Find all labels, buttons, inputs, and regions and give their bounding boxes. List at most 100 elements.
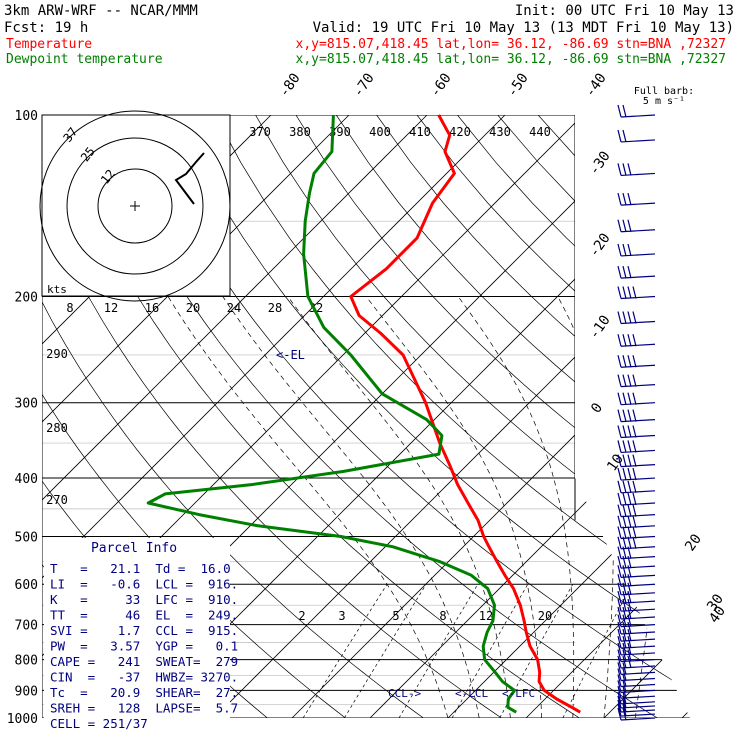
parcel-info-row: TT = 46 EL = 249. (50, 608, 238, 623)
wind-barb (617, 243, 656, 257)
legend-temperature: Temperature (6, 37, 92, 52)
dry-adiabat (93, 115, 658, 718)
parcel-info-row: LI = -0.6 LCL = 916. (50, 577, 238, 592)
moist-adiabat (222, 296, 480, 718)
theta-label: 430 (489, 125, 511, 139)
wind-barb (617, 699, 656, 713)
hodograph-ring-label: 37 (60, 125, 80, 145)
pressure-label: 500 (15, 530, 38, 545)
moist-adiabat (365, 296, 542, 718)
init-time: Init: 00 UTC Fri 10 May 13 (515, 3, 734, 19)
wind-barb (617, 425, 656, 439)
wind-barb (617, 492, 656, 506)
pressure-label: 200 (15, 291, 38, 306)
moist-adiabat (557, 296, 614, 718)
wind-barb (617, 265, 656, 279)
dry-adiabat (174, 115, 690, 718)
wind-barb (617, 504, 656, 518)
hodograph-ring-label: 25 (78, 144, 98, 164)
theta-label-left: 270 (46, 493, 68, 507)
parcel-info-row: Tc = 20.9 SHEAR= 27. (50, 685, 238, 700)
legend-dewpoint-info: x,y=815.07,418.45 lat,lon= 36.12, -86.69… (296, 52, 726, 67)
parcel-info-row: K = 33 LFC = 910. (50, 592, 238, 607)
hodograph-ring-label: 12 (98, 167, 118, 187)
moist-adiabat (634, 296, 664, 718)
isotherm-label: -40 (582, 70, 610, 100)
wind-barb (617, 582, 656, 596)
isotherm-line (369, 115, 690, 718)
pressure-label: 300 (15, 397, 38, 412)
isotherm-label: 40 (706, 603, 729, 626)
isotherm-line (213, 115, 690, 718)
barb-scale-value: 5 m s⁻¹ (643, 96, 685, 107)
wind-barb (617, 703, 656, 717)
pressure-label: 800 (15, 654, 38, 669)
mixing-ratio-line (344, 584, 427, 718)
wind-barb (617, 392, 656, 406)
wind-barb (617, 642, 656, 656)
wind-barb (617, 614, 656, 628)
mixing-ratio-line (398, 584, 479, 718)
parcel-info-row: PW = 3.57 YGP = 0.1 (50, 639, 238, 654)
wind-barb (617, 374, 656, 388)
dry-adiabat (658, 115, 690, 718)
pressure-label: 700 (15, 619, 38, 634)
hodograph-ring (66, 137, 204, 275)
dry-adiabat (618, 115, 690, 718)
isotherm-line (42, 115, 428, 718)
hodograph-trace (174, 152, 205, 205)
isotherm-line (525, 115, 690, 718)
wind-barb (617, 629, 656, 642)
isotherm-label: -70 (350, 70, 378, 100)
wind-barb (617, 467, 656, 481)
wind-barb (617, 649, 656, 663)
hodograph-ring (39, 110, 231, 302)
el-marker: <-EL (276, 348, 305, 362)
dry-adiabat (53, 115, 580, 718)
lcl-marker: <-LCL (455, 687, 488, 700)
wind-barb (617, 219, 656, 233)
wind-barb (617, 606, 656, 620)
parcel-info-row: CELL = 251/37 (50, 716, 148, 731)
isotherm-label: 20 (682, 531, 705, 554)
pressure-label: 600 (15, 578, 38, 593)
wind-barb (617, 599, 656, 612)
kts-label: 12 (104, 301, 118, 315)
temperature-curve (349, 114, 581, 714)
dry-adiabat (700, 115, 740, 718)
theta-label: 410 (409, 125, 431, 139)
parcel-info-row: CIN = -37 HWBZ= 3270. (50, 670, 238, 685)
isotherm-label: 30 (704, 591, 727, 614)
dry-adiabat (134, 115, 690, 718)
forecast-hour: Fcst: 19 h (4, 20, 88, 36)
dry-adiabat (457, 115, 690, 718)
wind-barb (617, 334, 656, 347)
wind-barb (617, 286, 656, 300)
kts-label: 24 (227, 301, 241, 315)
legend-dewpoint: Dewpoint temperature (6, 52, 163, 67)
mixing-ratio-label: 8 (439, 609, 446, 623)
wind-barb (617, 192, 656, 206)
dry-adiabat (416, 115, 690, 718)
ccl-marker: CCL-> (388, 687, 421, 700)
isotherm-label: -20 (586, 230, 614, 260)
mixing-ratio-label: 5 (392, 609, 399, 623)
isotherm-line (681, 115, 690, 718)
theta-label: 440 (529, 125, 551, 139)
kts-label: 28 (268, 301, 282, 315)
isotherm-line (42, 115, 350, 718)
hodograph-units: kts (47, 283, 67, 296)
dry-adiabat (295, 115, 690, 718)
dry-adiabat (537, 115, 690, 718)
wind-barb (617, 454, 656, 468)
mixing-ratio-label: 12 (479, 609, 493, 623)
parcel-info-row: SVI = 1.7 CCL = 915. (50, 623, 238, 638)
parcel-info-row: T = 21.1 Td = 16.0 (50, 561, 231, 576)
kts-label: 20 (186, 301, 200, 315)
wind-barb (617, 526, 656, 540)
dry-adiabat (42, 115, 424, 718)
pressure-label: 400 (15, 472, 38, 487)
moist-adiabat (287, 296, 511, 718)
pressure-label: 1000 (7, 712, 38, 727)
